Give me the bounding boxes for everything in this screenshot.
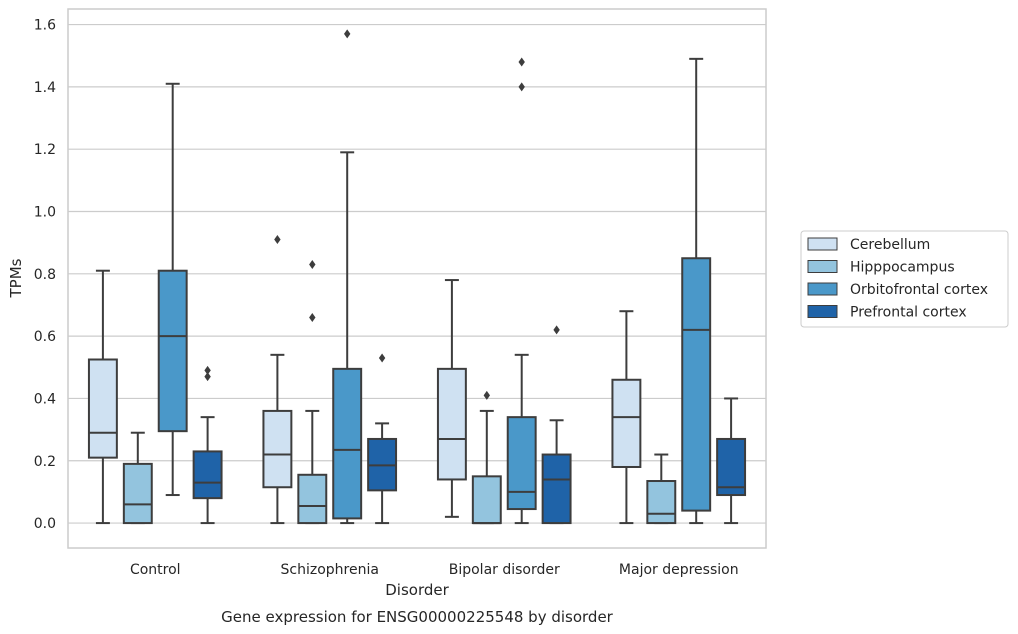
legend-swatch	[807, 305, 838, 318]
outlier-point	[518, 57, 525, 67]
box-iqr	[262, 409, 293, 489]
box-hipppocampus	[471, 390, 502, 525]
outlier-point	[204, 372, 211, 382]
box-cerebellum	[611, 310, 642, 525]
outlier-point	[483, 390, 490, 400]
chart-caption: Gene expression for ENSG00000225548 by d…	[221, 608, 614, 626]
box-iqr	[192, 450, 223, 500]
box-prefrontal-cortex	[541, 325, 572, 525]
box-orbitofrontal-cortex	[157, 82, 188, 497]
outlier-point	[309, 259, 316, 269]
box-iqr	[471, 475, 502, 525]
outlier-point	[204, 365, 211, 375]
legend-label: Hipppocampus	[850, 260, 955, 276]
box-iqr	[716, 437, 747, 497]
legend: Cerebellum Hipppocampus Orbitofrontal cort…	[800, 230, 1009, 328]
box-iqr	[297, 473, 328, 525]
box-iqr	[157, 269, 188, 433]
box-hipppocampus	[646, 453, 677, 525]
box-iqr	[646, 480, 677, 525]
box-cerebellum	[436, 279, 467, 518]
x-tick-label: Major depression	[619, 562, 739, 578]
y-tick-label: 1.6	[34, 18, 56, 34]
box-cerebellum	[262, 235, 293, 525]
x-tick-label: Schizophrenia	[281, 562, 379, 578]
x-axis-label: Disorder	[385, 581, 449, 599]
y-tick-label: 0.2	[34, 454, 56, 470]
x-axis-ticks: Control Schizophrenia Bipolar disorder Majo…	[130, 562, 739, 578]
legend-frame	[800, 230, 1009, 328]
outlier-point	[274, 235, 281, 245]
box-iqr	[506, 416, 537, 511]
box-iqr	[87, 358, 118, 459]
box-prefrontal-cortex	[367, 353, 398, 525]
y-tick-label: 1.4	[34, 80, 56, 96]
legend-swatch	[807, 237, 838, 251]
box-iqr	[541, 453, 572, 525]
y-tick-label: 0.0	[34, 516, 56, 532]
legend-label: Orbitofrontal cortex	[850, 282, 988, 298]
box-iqr	[611, 378, 642, 468]
box-cerebellum	[87, 269, 118, 525]
box-hipppocampus	[297, 259, 328, 525]
box-iqr	[332, 367, 363, 520]
box-prefrontal-cortex	[192, 365, 223, 525]
y-tick-label: 1.0	[34, 205, 56, 221]
outlier-point	[553, 325, 560, 335]
outlier-point	[309, 312, 316, 322]
box-orbitofrontal-cortex	[506, 57, 537, 525]
plot-frame	[67, 8, 767, 549]
y-tick-label: 1.2	[34, 142, 56, 158]
legend-swatch	[807, 260, 838, 273]
y-tick-label: 0.4	[34, 391, 56, 407]
outlier-point	[518, 82, 525, 92]
outlier-point	[378, 353, 386, 363]
y-axis-ticks: 0.0 0.2 0.4 0.6 0.8 1.0 1.2 1.4 1.6	[34, 18, 56, 532]
legend-swatch	[807, 282, 838, 296]
box-prefrontal-cortex	[716, 397, 747, 525]
box-orbitofrontal-cortex	[681, 57, 712, 525]
box-iqr	[681, 257, 712, 512]
box-hipppocampus	[122, 431, 153, 525]
outlier-point	[344, 29, 351, 39]
box-orbitofrontal-cortex	[332, 29, 363, 525]
boxes	[87, 29, 747, 525]
legend-label: Cerebellum	[850, 237, 930, 253]
legend-label: Prefrontal cortex	[850, 305, 967, 321]
x-tick-label: Bipolar disorder	[449, 562, 560, 578]
x-tick-label: Control	[130, 562, 181, 578]
y-axis-label: TPMs	[7, 258, 25, 298]
y-tick-label: 0.8	[34, 267, 56, 283]
y-tick-label: 0.6	[34, 329, 56, 345]
box-iqr	[436, 367, 467, 481]
box-iqr	[122, 462, 153, 525]
